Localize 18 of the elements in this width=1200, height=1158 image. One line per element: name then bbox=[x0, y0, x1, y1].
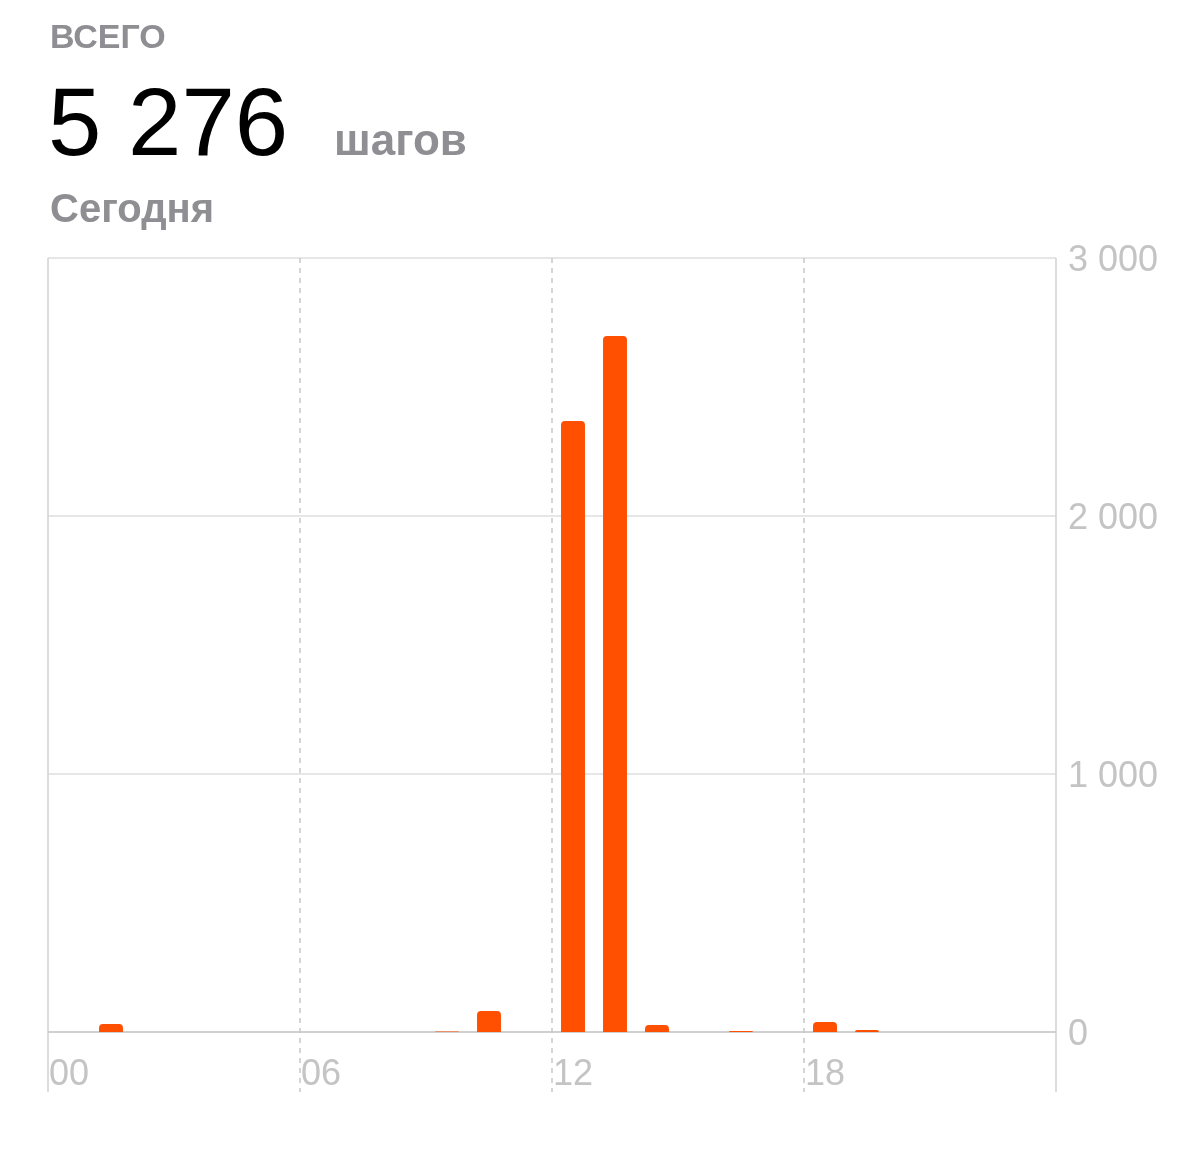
bar bbox=[561, 421, 585, 1032]
text: Сегодня bbox=[50, 186, 215, 230]
x-tick-label: 06 bbox=[300, 1052, 342, 1093]
text: ВСЕГО bbox=[50, 17, 166, 55]
y-tick-label: 2 000 bbox=[1068, 495, 1159, 537]
y-tick-label: 1 000 bbox=[1068, 753, 1159, 795]
y-tick-label: 3 000 bbox=[1068, 237, 1159, 279]
bar bbox=[477, 1011, 501, 1032]
bar bbox=[813, 1021, 837, 1032]
text: шагов bbox=[334, 115, 467, 164]
x-tick-label: 18 bbox=[804, 1052, 846, 1093]
bar bbox=[99, 1024, 123, 1032]
y-tick-label: 0 bbox=[1068, 1011, 1089, 1053]
chart-title: 5 276 bbox=[48, 68, 289, 175]
bar bbox=[603, 335, 627, 1032]
x-tick-label: 12 bbox=[552, 1052, 594, 1093]
x-tick-label: 00 bbox=[48, 1052, 90, 1093]
bar bbox=[645, 1025, 669, 1032]
